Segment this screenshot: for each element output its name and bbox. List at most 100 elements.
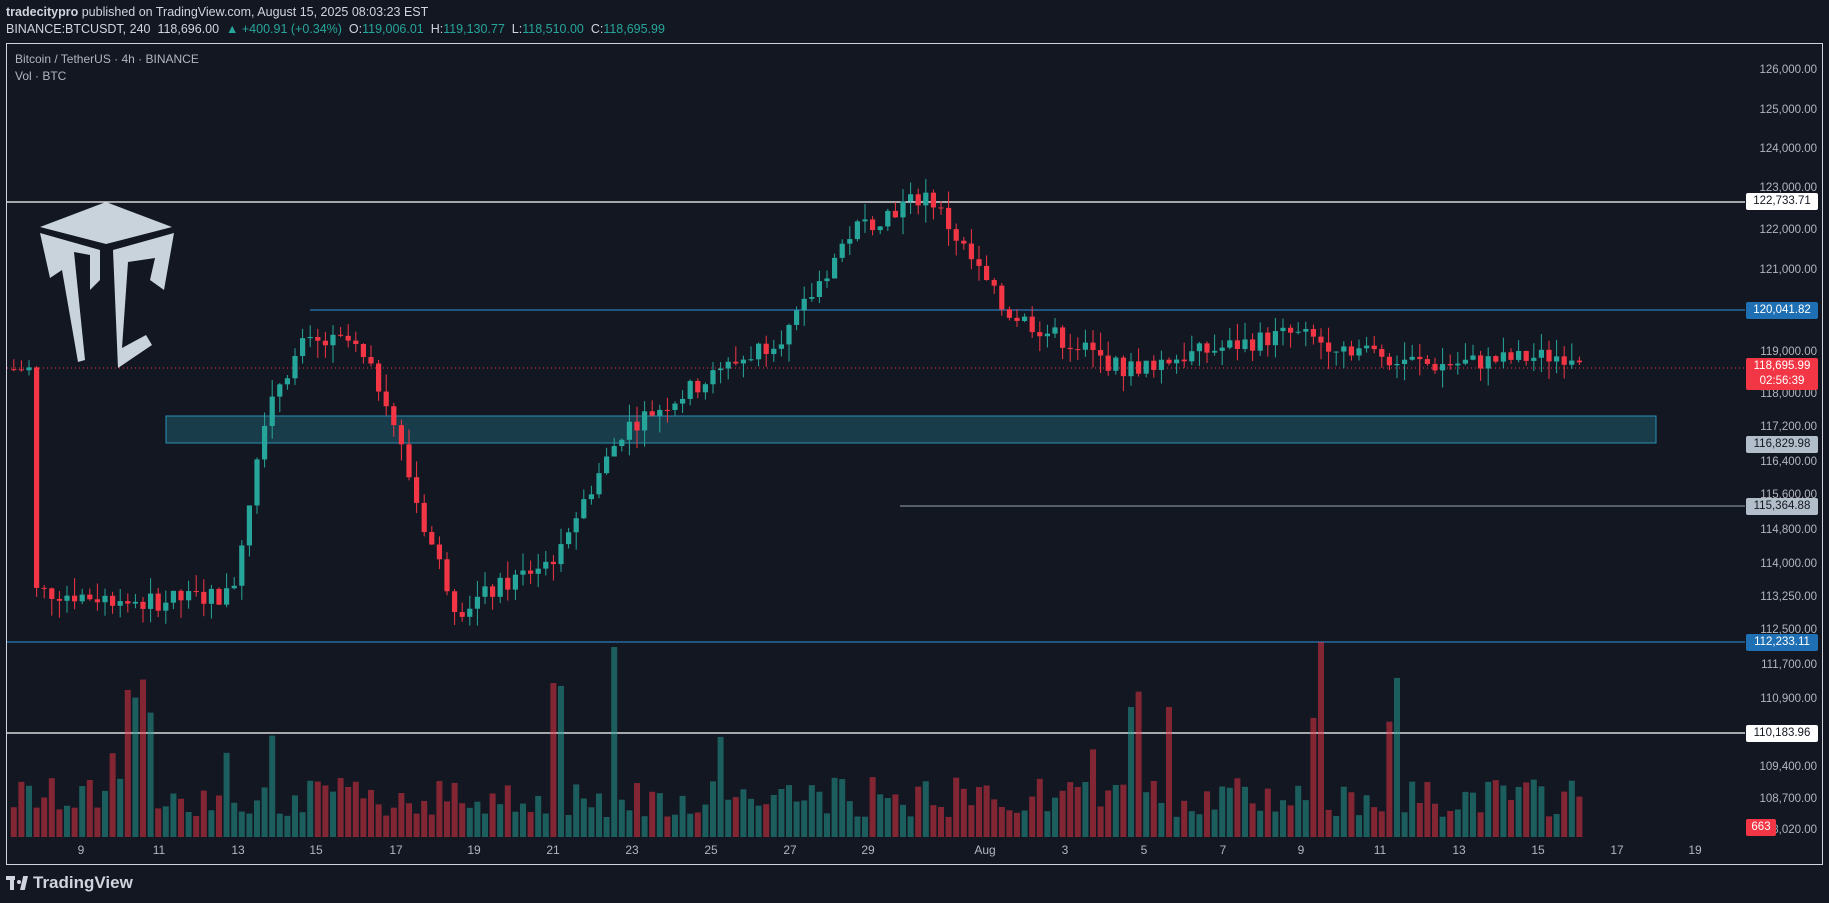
volume-bar (1568, 780, 1575, 837)
candle-body (1561, 356, 1567, 365)
volume-bar (611, 647, 618, 837)
date-tick: 23 (625, 843, 639, 857)
volume-bar (793, 801, 800, 837)
price-tick: 125,000.00 (1759, 104, 1817, 116)
level-tag-120041[interactable]: 120,041.82 (1746, 302, 1818, 319)
price-tick: 114,000.00 (1760, 558, 1817, 570)
candle-body (11, 369, 17, 371)
volume-bar (778, 788, 785, 837)
publish-header: tradecitypro published on TradingView.co… (0, 0, 1829, 44)
candle-body (414, 477, 420, 503)
candle-body (1022, 316, 1028, 321)
volume-bar (938, 807, 944, 837)
volume-bar (1470, 792, 1476, 837)
volume-bar (345, 786, 352, 837)
volume-bar (527, 812, 534, 837)
candle-body (953, 229, 959, 241)
candle-body (64, 595, 70, 601)
volume-bar (489, 793, 496, 837)
candle-body (1029, 316, 1035, 333)
volume-bar (1485, 781, 1492, 837)
volume-bar (877, 794, 884, 837)
volume-bar (649, 791, 656, 837)
candle-body (1409, 356, 1415, 360)
candle-body (1455, 363, 1461, 366)
publisher-name[interactable]: tradecitypro (6, 5, 79, 19)
volume-bar (482, 813, 488, 837)
candle-body (41, 587, 47, 589)
volume-bar (991, 799, 998, 837)
candle-body (938, 207, 944, 209)
candle-body (778, 344, 784, 349)
volume-bar (1454, 809, 1461, 837)
level-tag-115364[interactable]: 115,364.88 (1746, 498, 1818, 515)
level-tag-112233[interactable]: 112,233.11 (1746, 634, 1818, 651)
candle-body (300, 338, 306, 357)
volume-bar (238, 811, 245, 837)
volume-bar (1530, 779, 1537, 837)
volume-bar (1295, 785, 1302, 837)
level-tag-116829[interactable]: 116,829.98 (1746, 436, 1818, 453)
volume-bar (1416, 803, 1423, 837)
candle-body (535, 568, 541, 574)
volume-bar (641, 816, 648, 837)
volume-bar (451, 782, 458, 837)
volume-bar (542, 813, 549, 837)
volume-bar (26, 785, 32, 837)
volume-bar (246, 813, 253, 837)
candle-body (79, 594, 85, 602)
candle-body (1379, 349, 1385, 357)
candle-body (847, 239, 853, 244)
candle-body (771, 348, 777, 355)
date-tick: Aug (974, 843, 996, 857)
volume-bar (983, 785, 990, 837)
date-tick: 29 (861, 843, 875, 857)
candle-body (474, 596, 480, 609)
level-tag-122733[interactable]: 122,733.71 (1746, 193, 1818, 210)
tradingview-branding[interactable]: TradingView (6, 873, 133, 893)
volume-title[interactable]: Vol · BTC (15, 69, 67, 83)
candle-body (1447, 364, 1453, 366)
volume-bar (1059, 790, 1066, 837)
date-tick: 13 (1452, 843, 1466, 857)
volume-bar (953, 777, 960, 837)
volume-bar (261, 787, 268, 837)
volume-bar (596, 793, 602, 837)
volume-bar (1090, 749, 1096, 837)
volume-bar (413, 813, 420, 837)
volume-bar (337, 778, 344, 837)
volume-bar (1363, 795, 1370, 837)
candle-body (702, 384, 708, 393)
candle-body (968, 243, 974, 260)
volume-bar (276, 813, 283, 837)
candle-body (1006, 309, 1012, 318)
volume-bar (284, 815, 291, 837)
candle-body (611, 446, 617, 457)
candle-body (695, 380, 701, 393)
volume-bar (656, 793, 663, 837)
candle-body (786, 324, 792, 345)
chart-frame[interactable] (6, 43, 1823, 865)
candle-body (687, 380, 693, 399)
volume-bar (808, 785, 815, 837)
support-zone[interactable] (165, 415, 1657, 444)
date-tick: 21 (546, 843, 560, 857)
candle-body (1470, 355, 1476, 360)
volume-bar (702, 804, 709, 837)
price-tick: 111,700.00 (1761, 659, 1817, 671)
series-title[interactable]: Bitcoin / TetherUS · 4h · BINANCE (15, 52, 199, 66)
chart-legend: Bitcoin / TetherUS · 4h · BINANCE Vol · … (15, 52, 199, 86)
candle-body (839, 243, 845, 258)
candle-body (573, 518, 579, 533)
volume-bar (626, 810, 633, 837)
volume-bar (687, 813, 694, 837)
candle-body (246, 505, 252, 546)
volume-bar (786, 785, 792, 837)
volume-bar (428, 814, 435, 837)
candle-body (383, 391, 389, 407)
volume-bar (664, 816, 671, 837)
current-price-tag[interactable]: 118,695.99 (1746, 358, 1818, 375)
level-tag-110183[interactable]: 110,183.96 (1746, 725, 1818, 742)
open-label: O: (348, 22, 363, 36)
